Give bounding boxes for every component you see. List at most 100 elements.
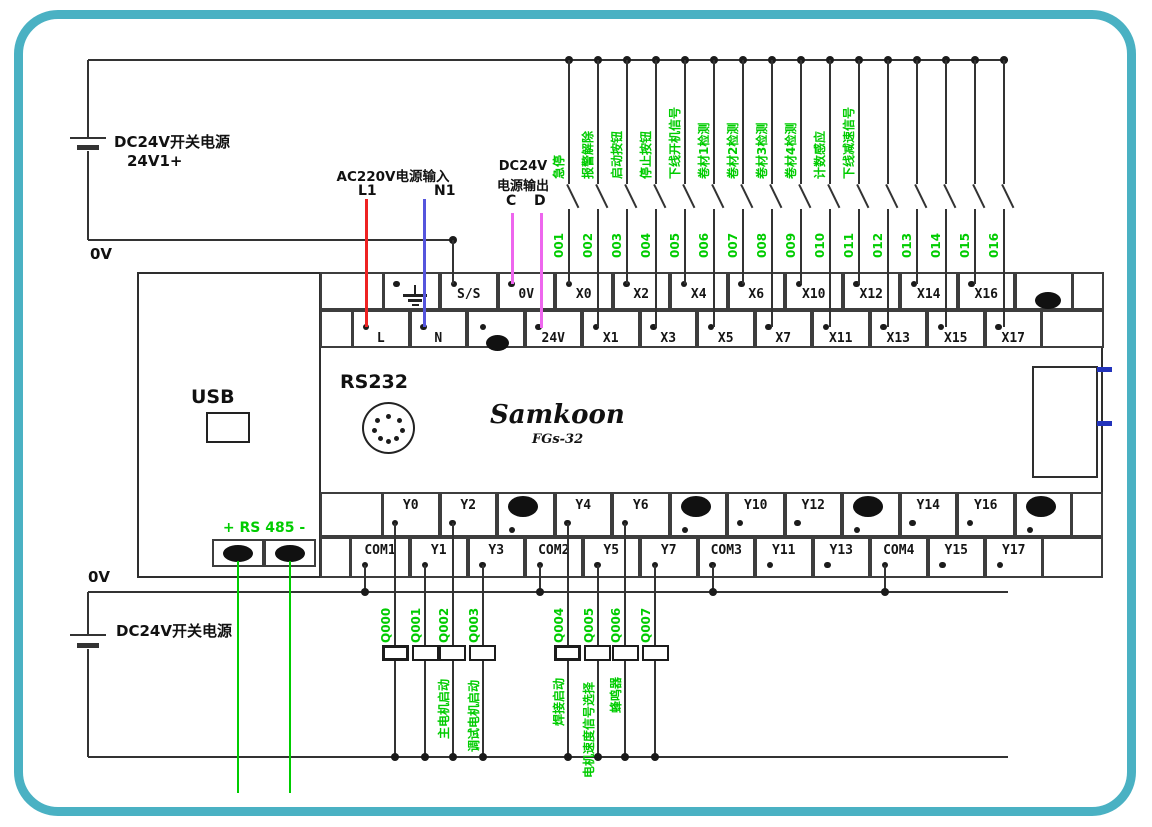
bus-junction-dot [563, 753, 572, 761]
dc-c-wire [510, 213, 514, 284]
terminal-dot [822, 323, 830, 331]
input-wire-009 [800, 209, 802, 284]
relay-coil-Q004 [554, 645, 581, 661]
terminal-Y13: Y13 [812, 537, 870, 578]
input-wire-013 [916, 60, 918, 184]
rs232-pin-icon [393, 435, 399, 441]
plc-left-column-divider [319, 272, 321, 578]
mount-oval-icon [485, 335, 509, 351]
output-function-label: 电机速度信号选择 [581, 681, 596, 778]
bus-junction-dot [651, 753, 659, 761]
switch-contact-icon [595, 183, 609, 208]
terminal-label: X0 [575, 287, 592, 302]
input-wire-012 [887, 60, 889, 184]
dc-output-d-label: D [534, 193, 546, 209]
terminal-X3: X3 [639, 310, 697, 348]
expansion-mark-top [1097, 367, 1112, 372]
input-wire-016 [1003, 60, 1005, 184]
top-supply-label: DC24V开关电源 [114, 133, 230, 151]
terminal-X13: X13 [869, 310, 927, 348]
switch-contact-icon [769, 183, 783, 208]
terminal-dot [592, 323, 600, 331]
terminal-X14: X14 [900, 272, 958, 310]
output-wire-Q001 [424, 565, 426, 645]
bus-junction-dot [421, 753, 429, 761]
terminal-dot [795, 280, 803, 288]
input-function-label: 急停 [552, 154, 566, 179]
terminal-label: Y2 [460, 498, 477, 513]
terminal-label: Y1 [430, 543, 447, 558]
output-wire-Q001 [424, 661, 426, 757]
terminal-X11: X11 [812, 310, 870, 348]
terminal-X7: X7 [754, 310, 812, 348]
terminal-label: X7 [775, 331, 792, 346]
output-wire-Q004 [566, 523, 569, 645]
terminal-dot [736, 519, 744, 527]
terminal-dot [680, 280, 688, 288]
output-wire-Q003 [481, 661, 484, 757]
bus-junction-dot [448, 753, 457, 761]
terminal-Y15: Y15 [927, 537, 985, 578]
terminal-label: L [376, 331, 385, 346]
input-wire-006 [713, 60, 715, 184]
terminal-label: Y4 [575, 498, 592, 513]
input-function-label: 卷材1检测 [697, 122, 711, 179]
terminal-label: X16 [974, 287, 998, 302]
input-wire-004 [655, 60, 657, 184]
terminal-label: Y15 [944, 543, 968, 558]
input-number-label: 006 [697, 232, 711, 258]
terminal-label: X5 [717, 331, 734, 346]
terminal-X16: X16 [957, 272, 1015, 310]
terminal-dot [824, 561, 831, 569]
terminal-dot [508, 280, 515, 288]
switch-contact-icon [624, 183, 638, 208]
input-wire-007 [742, 60, 744, 184]
input-number-label: 011 [842, 232, 856, 258]
terminal-cell-blank [1071, 492, 1103, 537]
terminal-COM1: COM1 [350, 537, 410, 578]
terminal-X2: X2 [612, 272, 670, 310]
terminal-label: X4 [690, 287, 707, 302]
terminal-Y2: Y2 [439, 492, 497, 537]
rs232-pin-icon [399, 427, 405, 433]
ss-stub-wire [452, 240, 454, 284]
terminal-dot [707, 323, 715, 331]
terminal-dot [766, 561, 774, 569]
relay-coil-Q007 [641, 645, 669, 661]
input-number-label: 007 [726, 232, 740, 258]
bus-junction-dot [478, 753, 487, 761]
junction-dot [361, 588, 369, 596]
terminal-label: 24V [541, 331, 565, 346]
input-wire-002 [597, 209, 599, 327]
dc-d-wire [539, 213, 543, 328]
terminal-dot [650, 323, 657, 331]
top-24v-bus [88, 58, 1008, 62]
terminal-mount [1014, 492, 1072, 537]
terminal-Y7: Y7 [640, 537, 698, 578]
relay-coil-Q000 [381, 645, 409, 661]
ov-label-bottom: 0V [88, 568, 111, 586]
ac-input-label: AC220V电源输入 [336, 169, 450, 185]
terminal-cell-blank [320, 537, 351, 578]
terminal-dot [509, 527, 515, 533]
rs485-wire-minus [288, 561, 292, 793]
com-stub-wire [364, 565, 366, 592]
terminal-Y4: Y4 [554, 492, 612, 537]
terminal-S/S: S/S [440, 272, 498, 310]
output-wire-Q005 [596, 565, 599, 645]
terminal-label: Y12 [801, 498, 825, 513]
terminal-X5: X5 [697, 310, 755, 348]
input-number-label: 008 [755, 232, 769, 258]
terminal-dot [910, 280, 918, 288]
junction-dot [708, 588, 717, 596]
switch-contact-icon [798, 183, 812, 208]
output-wire-Q003 [481, 565, 484, 645]
input-number-label: 004 [639, 232, 653, 258]
mount-oval-icon [680, 495, 711, 517]
earth-icon [413, 285, 416, 294]
model-label: FGs-32 [532, 432, 584, 447]
terminal-label: X12 [859, 287, 883, 302]
terminal-dot [393, 280, 400, 288]
mount-oval-icon [1035, 291, 1061, 309]
